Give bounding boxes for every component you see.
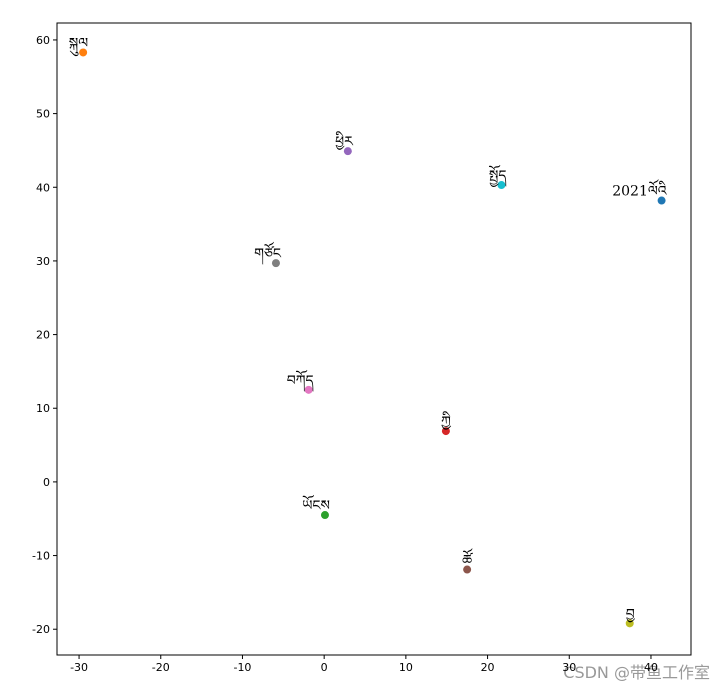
x-tick-label: -30 <box>70 661 88 674</box>
point <box>657 196 666 205</box>
y-tick-label: 20 <box>36 329 50 342</box>
point-label: སྐུལ <box>69 35 88 56</box>
point <box>625 619 634 628</box>
point <box>497 181 506 190</box>
x-tick-label: -10 <box>233 661 251 674</box>
x-tick-label: 30 <box>562 661 576 674</box>
y-tick-label: -20 <box>32 623 50 636</box>
point-label: ཚོ <box>462 548 473 569</box>
y-tick-label: -10 <box>32 550 50 563</box>
point-label: སྤྱོད <box>489 164 507 187</box>
point <box>343 147 352 156</box>
point-label: ཕྱིར <box>335 131 354 150</box>
x-tick-label: 10 <box>399 661 413 674</box>
point-label: 2021ལོའི <box>612 179 668 200</box>
y-tick-label: 50 <box>36 108 50 121</box>
y-tick-label: 0 <box>43 476 50 489</box>
y-tick-label: 30 <box>36 255 50 268</box>
point <box>320 511 329 520</box>
point-label: ཀྱི <box>441 411 452 430</box>
point-label: ཡོངས <box>302 494 330 514</box>
point <box>441 427 450 436</box>
y-tick-label: 40 <box>36 181 50 194</box>
x-tick-label: 0 <box>321 661 328 674</box>
point <box>271 259 280 268</box>
point <box>79 48 88 57</box>
x-tick-label: -20 <box>152 661 170 674</box>
point-label: གཙོང <box>254 241 282 265</box>
point <box>304 385 313 394</box>
x-tick-label: 40 <box>644 661 658 674</box>
y-tick-label: 60 <box>36 34 50 47</box>
x-tick-label: 20 <box>481 661 495 674</box>
watermark: CSDN @带鱼工作室 <box>563 663 710 682</box>
y-tick-label: 10 <box>36 402 50 415</box>
point <box>463 565 472 574</box>
axes-frame <box>56 22 692 656</box>
point-label: བཀོད <box>287 369 314 392</box>
point-label: བྱ <box>626 606 636 622</box>
